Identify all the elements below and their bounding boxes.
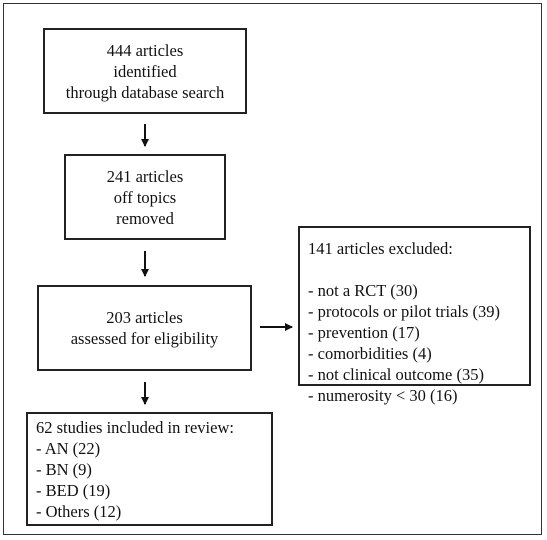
eligibility-line-2: assessed for eligibility — [70, 329, 219, 348]
included-item: - AN (22) — [36, 439, 101, 458]
excluded-box: 141 articles excluded: - not a RCT (30) … — [298, 226, 531, 405]
identified-line-3: through database search — [65, 82, 225, 102]
off-topic-line-1: 241 articles — [106, 166, 184, 186]
included-box: 62 studies included in review: - AN (22)… — [26, 412, 273, 526]
eligibility-box: 203 articles assessed for eligibility — [37, 285, 252, 371]
included-title: 62 studies included in review: — [36, 418, 234, 437]
excluded-item: - prevention (17) — [308, 323, 420, 342]
included-item: - Others (12) — [36, 502, 122, 521]
excluded-item: - not a RCT (30) — [308, 281, 418, 300]
identified-box: 444 articles identified through database… — [43, 28, 247, 114]
off-topic-line-3: removed — [116, 208, 174, 228]
excluded-title: 141 articles excluded: — [308, 239, 453, 258]
included-item: - BN (9) — [36, 460, 92, 479]
off-topic-line-2: off topics — [113, 187, 177, 207]
identified-line-1: 444 articles — [106, 40, 184, 60]
eligibility-line-1: 203 articles — [106, 308, 183, 327]
excluded-item: - comorbidities (4) — [308, 344, 432, 363]
off-topic-box: 241 articles off topics removed — [64, 154, 226, 240]
included-item: - BED (19) — [36, 481, 111, 500]
excluded-item: - protocols or pilot trials (39) — [308, 302, 501, 321]
excluded-item: - numerosity < 30 (16) — [308, 386, 458, 405]
excluded-item: - not clinical outcome (35) — [308, 365, 484, 384]
identified-line-2: identified — [113, 61, 177, 81]
